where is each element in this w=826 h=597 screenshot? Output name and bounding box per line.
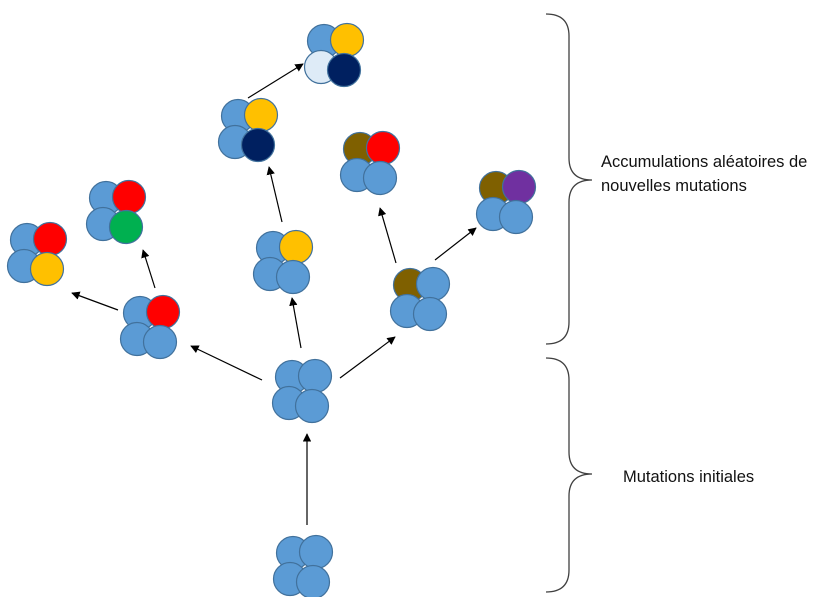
cell-yellow	[29, 251, 65, 287]
braces	[545, 13, 593, 593]
arrow-right-mid-to-right-upper	[378, 207, 397, 264]
cluster-far-left	[6, 221, 68, 287]
arrow-initial-to-center-mid	[289, 297, 302, 349]
cell-yellow	[278, 229, 314, 265]
brace-initial	[545, 357, 593, 593]
cell-navy	[326, 52, 362, 88]
cell-yellow	[329, 22, 365, 58]
cell-normal	[415, 266, 451, 302]
cluster-right-upper	[339, 130, 401, 196]
cluster-center-mid	[252, 229, 314, 295]
cell-normal	[295, 564, 331, 597]
cell-normal	[294, 388, 330, 424]
arrow-right-mid-to-far-right	[434, 227, 477, 261]
arrows	[71, 63, 477, 525]
cell-clusters	[6, 22, 537, 597]
cluster-right-mid	[389, 266, 451, 332]
cluster-top	[303, 22, 365, 88]
arrow-initial-to-left-mid	[190, 345, 263, 381]
initial-mutations-label: Mutations initiales	[623, 465, 823, 489]
cluster-center-upper	[217, 97, 279, 163]
cell-normal	[297, 358, 333, 394]
cluster-root	[272, 534, 334, 597]
arrow-center-upper-to-top	[247, 63, 304, 99]
cell-normal	[412, 296, 448, 332]
cell-normal	[142, 324, 178, 360]
arrow-left-mid-to-left-upper	[141, 249, 156, 289]
cell-green	[108, 209, 144, 245]
initial-mutations-label-text: Mutations initiales	[623, 468, 755, 486]
cell-red	[111, 179, 147, 215]
cell-normal	[362, 160, 398, 196]
arrow-center-mid-to-center-upper	[266, 166, 283, 223]
cell-normal	[498, 199, 534, 235]
cluster-left-mid	[119, 294, 181, 360]
cluster-far-right	[475, 169, 537, 235]
accumulation-label: Accumulations aléatoires de nouvelles mu…	[601, 150, 826, 198]
accumulation-label-line1: Accumulations aléatoires de	[601, 153, 808, 171]
cell-yellow	[243, 97, 279, 133]
cell-purple	[501, 169, 537, 205]
accumulation-label-line2: nouvelles mutations	[601, 177, 747, 195]
brace-accumulation	[545, 13, 593, 345]
cell-normal	[275, 259, 311, 295]
cluster-initial	[271, 358, 333, 424]
cell-red	[365, 130, 401, 166]
cell-normal	[298, 534, 334, 570]
cell-red	[145, 294, 181, 330]
cell-navy	[240, 127, 276, 163]
arrow-initial-to-right-mid	[339, 336, 396, 379]
arrow-left-mid-to-far-left	[71, 291, 119, 311]
cell-red	[32, 221, 68, 257]
cluster-left-upper	[85, 179, 147, 245]
